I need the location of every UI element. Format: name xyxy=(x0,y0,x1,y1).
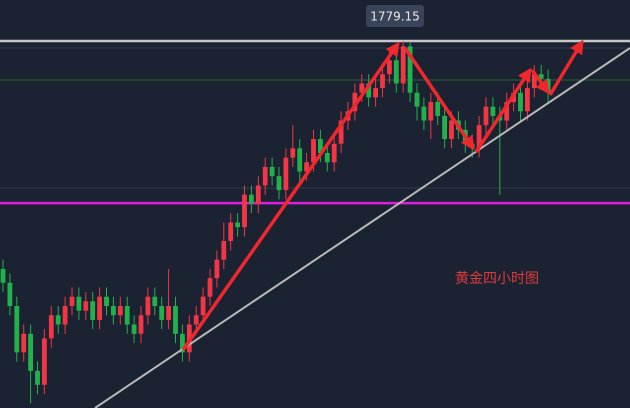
candle-body xyxy=(35,370,40,385)
candle-body xyxy=(276,176,282,191)
candle-body xyxy=(449,120,454,140)
candle-body xyxy=(145,296,151,316)
candle-body xyxy=(83,301,89,311)
candle-body xyxy=(14,306,20,353)
candle-body xyxy=(111,306,116,316)
candle-body xyxy=(421,106,427,121)
candle-body xyxy=(7,282,13,306)
candle-body xyxy=(504,102,510,121)
candle-body xyxy=(290,148,296,158)
price-label: 1779.15 xyxy=(370,10,420,24)
candle-body xyxy=(62,306,68,325)
candle-body xyxy=(255,185,261,204)
candle-body xyxy=(525,88,530,112)
candle-body xyxy=(242,194,247,228)
candle-body xyxy=(90,301,96,320)
candle-body xyxy=(180,333,185,353)
candle-body xyxy=(117,306,123,316)
candle-body xyxy=(407,46,413,93)
candle-body xyxy=(518,92,523,112)
candle-body xyxy=(269,166,275,177)
candle-body xyxy=(476,125,482,149)
candle-body xyxy=(393,60,399,84)
candle-body xyxy=(400,46,406,84)
candle-body xyxy=(214,259,220,279)
candle-body xyxy=(414,92,420,107)
candle-body xyxy=(338,120,344,144)
candle-body xyxy=(538,74,544,79)
candle-body xyxy=(200,296,206,316)
candle-body xyxy=(138,315,144,334)
candle-body xyxy=(97,296,102,320)
candle-body xyxy=(373,88,378,98)
candle-body xyxy=(76,296,82,311)
candle-body xyxy=(428,102,434,121)
candle-body xyxy=(380,74,385,89)
candle-body xyxy=(173,306,178,334)
candle-body xyxy=(262,166,268,186)
candle-body xyxy=(207,278,213,297)
candle-body xyxy=(131,324,137,334)
candle-body xyxy=(304,162,309,172)
candle-body xyxy=(55,315,61,325)
candle-body xyxy=(228,222,234,242)
candle-body xyxy=(297,148,303,172)
candle-body xyxy=(531,74,537,89)
candle-body xyxy=(152,296,158,306)
candle-body xyxy=(387,60,392,75)
candle-body xyxy=(483,106,489,126)
candle-body xyxy=(28,333,33,371)
candle-body xyxy=(69,296,75,306)
candle-body xyxy=(324,153,330,163)
candle-body xyxy=(42,338,47,385)
candle-body xyxy=(0,268,6,283)
candle-body xyxy=(235,222,240,228)
candle-body xyxy=(221,241,227,260)
candle-body xyxy=(104,296,109,306)
candle-body xyxy=(311,139,316,163)
candle-body xyxy=(124,306,130,325)
candle-body xyxy=(166,306,171,320)
candle-body xyxy=(442,115,447,140)
price-badge xyxy=(366,5,424,27)
candle-body xyxy=(283,157,289,191)
candle-body xyxy=(318,139,323,153)
candle-body xyxy=(193,315,199,325)
candle-body xyxy=(490,106,496,116)
candle-body xyxy=(48,315,54,339)
annotation: 黄金四小时图 xyxy=(455,270,539,287)
candle-body xyxy=(21,333,27,353)
candle-body xyxy=(435,102,441,116)
arrows xyxy=(181,39,584,352)
candle-body xyxy=(366,83,372,98)
candle-body xyxy=(352,92,358,112)
candle-body xyxy=(249,194,254,204)
candle-body xyxy=(159,306,165,320)
candle-body xyxy=(331,143,337,163)
candle-body xyxy=(359,83,365,93)
